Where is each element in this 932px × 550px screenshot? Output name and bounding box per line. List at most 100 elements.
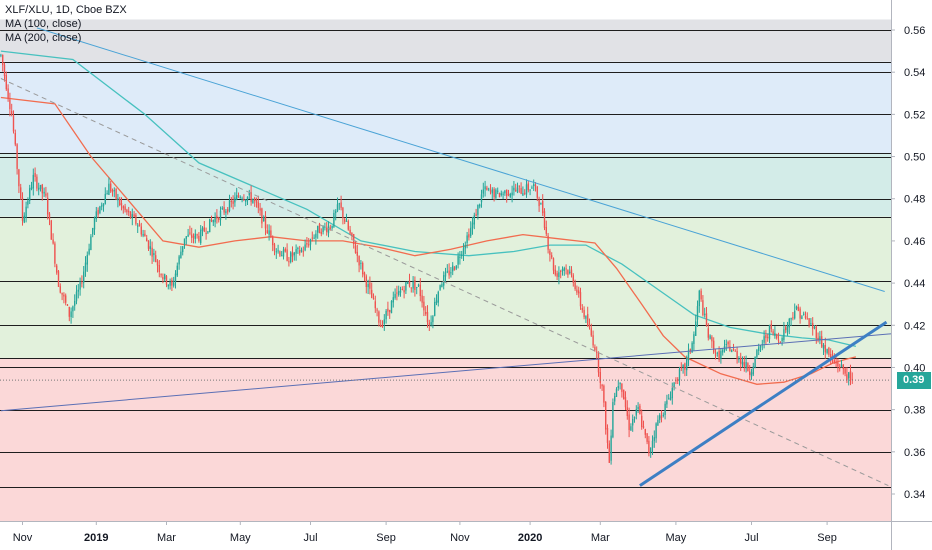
candle	[608, 440, 610, 464]
candle-body	[749, 371, 751, 375]
candle-body	[126, 209, 128, 213]
candle	[529, 189, 531, 196]
candle	[57, 270, 60, 287]
candle-body	[66, 304, 69, 306]
candle	[488, 187, 490, 192]
candle	[68, 306, 70, 322]
candle	[747, 362, 749, 372]
candle-body	[669, 397, 672, 401]
candle	[551, 252, 553, 260]
candle	[297, 246, 299, 254]
candle-body	[657, 419, 659, 426]
candle	[668, 394, 670, 400]
candle-body	[788, 318, 790, 328]
candle-body	[797, 306, 799, 311]
candle	[745, 355, 747, 373]
candle-body	[270, 230, 272, 238]
candle	[597, 351, 600, 377]
candle-body	[236, 195, 238, 200]
candle-body	[252, 198, 254, 203]
candle	[628, 407, 630, 438]
candle-body	[477, 204, 479, 215]
candle	[120, 197, 123, 211]
candle	[218, 216, 220, 223]
candle-body	[426, 312, 429, 323]
candle	[581, 304, 583, 313]
candle-body	[542, 201, 544, 214]
candle-body	[171, 280, 173, 286]
candle-body	[561, 269, 564, 272]
candle-body	[254, 198, 256, 202]
candle-body	[722, 350, 724, 353]
candle	[450, 267, 452, 278]
candle-body	[484, 186, 486, 190]
candle-body	[448, 270, 450, 276]
candle	[459, 251, 461, 265]
candle	[617, 380, 619, 391]
candle-body	[349, 229, 351, 234]
candle	[776, 333, 778, 340]
candle	[615, 387, 618, 398]
candle-body	[84, 262, 87, 272]
candle	[234, 192, 236, 207]
candle-body	[596, 351, 598, 353]
candle-body	[554, 269, 556, 275]
candle-body	[844, 368, 846, 374]
candle-body	[752, 366, 754, 375]
candle	[723, 339, 726, 353]
candle-body	[372, 298, 375, 300]
candle	[662, 412, 664, 418]
candle-body	[29, 188, 31, 201]
candle	[819, 331, 821, 345]
candle	[155, 250, 157, 263]
candle-body	[621, 383, 623, 392]
zone-band-4	[0, 357, 891, 521]
candle	[88, 243, 90, 256]
moving-averages	[0, 50, 857, 385]
candle	[426, 305, 429, 328]
candle-body	[689, 349, 691, 351]
candle	[270, 225, 272, 239]
x-tick-label: Jul	[744, 532, 758, 544]
candle	[565, 264, 567, 275]
candle	[813, 325, 816, 330]
candle	[192, 233, 195, 244]
candle	[633, 416, 636, 423]
ma200-legend: MA (200, close)	[5, 32, 82, 44]
candle-body	[288, 261, 290, 263]
candle	[5, 71, 7, 91]
candle-body	[255, 200, 258, 203]
candle	[772, 329, 774, 336]
candle	[153, 248, 155, 262]
candle	[646, 433, 648, 445]
candle-body	[835, 361, 837, 364]
candle-body	[794, 310, 796, 319]
candle	[95, 206, 97, 222]
candle-body	[556, 273, 558, 277]
candle-body	[20, 187, 22, 199]
x-tick-label: Sep	[376, 532, 396, 544]
candle-body	[673, 382, 675, 388]
candle	[93, 216, 96, 235]
candle-body	[666, 400, 668, 405]
candle-body	[450, 272, 452, 274]
candle	[369, 276, 371, 295]
candle-body	[356, 251, 358, 256]
candle	[812, 317, 814, 336]
candle-body	[86, 254, 88, 265]
candle-body	[729, 346, 731, 352]
candle	[570, 266, 573, 278]
candle	[383, 314, 385, 331]
candle-body	[326, 227, 328, 233]
candle-body	[27, 200, 29, 205]
candle-body	[705, 313, 708, 327]
candle	[77, 283, 79, 299]
candle-body	[560, 270, 562, 272]
candle-body	[606, 428, 609, 443]
candle	[425, 306, 427, 316]
candle-body	[347, 221, 349, 230]
candle	[385, 309, 387, 324]
candle	[543, 208, 546, 231]
candle-body	[639, 405, 641, 415]
